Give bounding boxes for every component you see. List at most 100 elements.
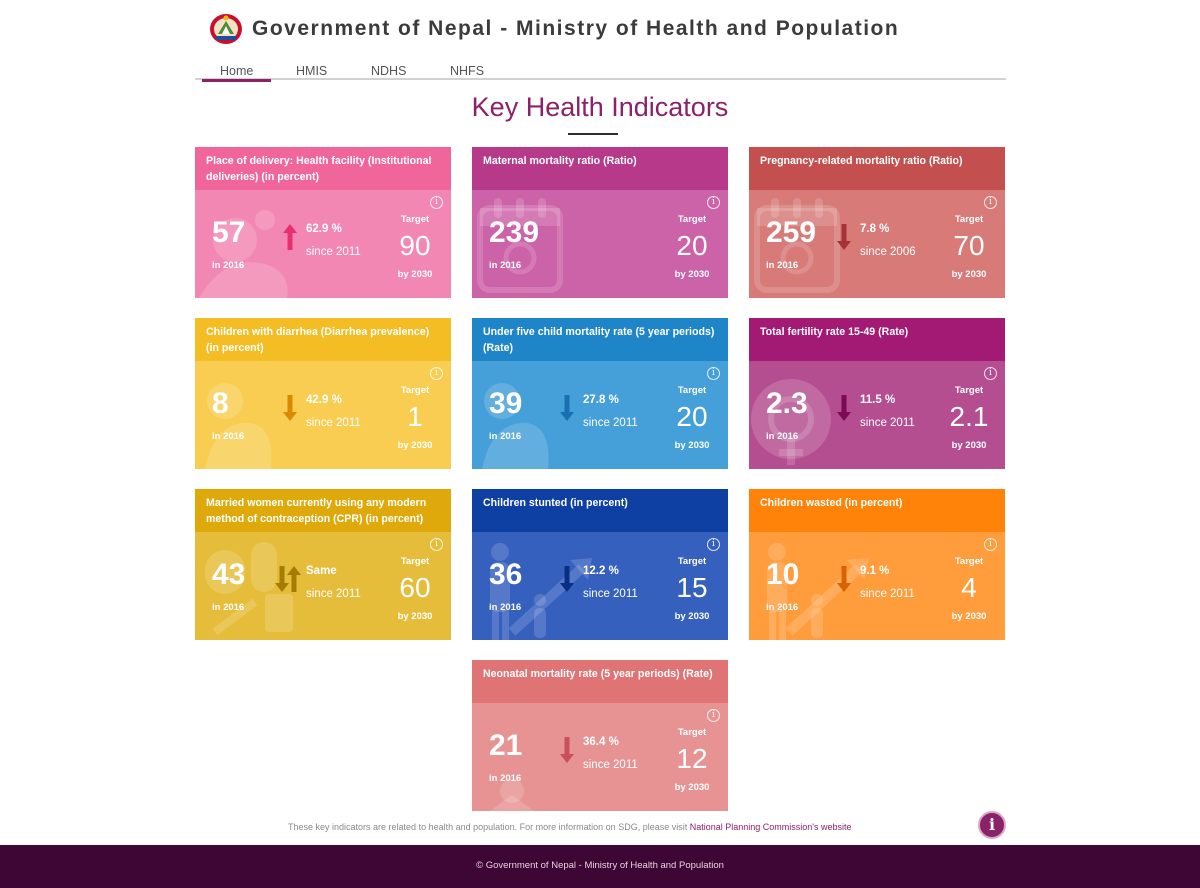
card-title: Under five child mortality rate (5 year … (472, 318, 728, 361)
card-info-icon[interactable]: i (707, 538, 720, 551)
indicator-year: in 2016 (766, 602, 799, 613)
info-button[interactable]: i (978, 811, 1006, 839)
card-body: i 2.3 in 2016 11.5 % since 2011 Target 2… (749, 361, 1005, 469)
trend-down-icon (560, 737, 574, 763)
change-since: since 2011 (860, 588, 915, 600)
indicator-year: in 2016 (212, 260, 245, 271)
indicator-card[interactable]: Married women currently using any modern… (195, 489, 451, 640)
card-info-icon[interactable]: i (984, 538, 997, 551)
card-info-icon[interactable]: i (430, 367, 443, 380)
growth-icon (767, 543, 869, 640)
indicator-card[interactable]: Children with diarrhea (Diarrhea prevale… (195, 318, 451, 469)
change-since: since 2011 (860, 417, 915, 429)
card-info-icon[interactable]: i (707, 367, 720, 380)
indicator-card[interactable]: Place of delivery: Health facility (Inst… (195, 147, 451, 298)
footnote-text: These key indicators are related to heal… (288, 822, 690, 832)
indicator-value: 259 (766, 216, 817, 249)
trend-down-icon (560, 566, 574, 592)
target-label: Target (677, 385, 707, 396)
page-title: Key Health Indicators (471, 92, 729, 122)
card-title: Neonatal mortality rate (5 year periods)… (472, 660, 728, 703)
card-info-icon[interactable]: i (430, 196, 443, 209)
nav-ndhs[interactable]: NDHS (371, 64, 407, 78)
calendar-icon (754, 198, 840, 293)
target-year: by 2030 (951, 269, 987, 280)
change-since: since 2011 (583, 759, 638, 771)
indicator-value: 8 (212, 387, 229, 420)
target-label: Target (400, 556, 430, 567)
nav-hmis[interactable]: HMIS (296, 64, 328, 78)
indicator-year: in 2016 (212, 431, 245, 442)
card-info-icon[interactable]: i (430, 538, 443, 551)
target-value: 2.1 (949, 401, 989, 432)
indicator-card[interactable]: Maternal mortality ratio (Ratio) i 239 i… (472, 147, 728, 298)
change-since: since 2011 (306, 246, 361, 258)
female-symbol-icon (751, 379, 831, 465)
card-info-icon[interactable]: i (707, 709, 720, 722)
target-label: Target (677, 214, 707, 225)
change-since: since 2011 (583, 588, 638, 600)
card-title: Children wasted (in percent) (749, 489, 1005, 532)
indicator-card[interactable]: Children stunted (in percent) i 36 in 20… (472, 489, 728, 640)
indicator-year: in 2016 (489, 602, 522, 613)
change-value: 9.1 % (860, 565, 890, 577)
target-value: 4 (961, 572, 977, 603)
card-body: i 8 in 2016 42.9 % since 2011 Target 1 b… (195, 361, 451, 469)
indicator-value: 2.3 (766, 387, 808, 420)
target-year: by 2030 (951, 611, 987, 622)
target-label: Target (677, 556, 707, 567)
nav-home[interactable]: Home (201, 64, 272, 82)
card-info-icon[interactable]: i (984, 196, 997, 209)
indicator-value: 43 (212, 558, 246, 591)
growth-icon (490, 543, 592, 640)
change-since: since 2006 (860, 246, 916, 258)
target-value: 60 (399, 572, 431, 603)
card-info-icon[interactable]: i (707, 196, 720, 209)
indicator-value: 36 (489, 558, 523, 591)
site-header: Government of Nepal - Ministry of Health… (208, 12, 899, 46)
trend-down-icon (283, 395, 297, 421)
indicator-card[interactable]: Total fertility rate 15-49 (Rate) i 2.3 … (749, 318, 1005, 469)
indicator-year: in 2016 (212, 602, 245, 613)
target-year: by 2030 (397, 611, 433, 622)
footer: © Government of Nepal - Ministry of Heal… (0, 845, 1200, 888)
trend-down-icon (560, 395, 574, 421)
calendar-icon (477, 198, 563, 293)
change-value: 12.2 % (583, 565, 619, 577)
card-body: i 39 in 2016 27.8 % since 2011 Target 20… (472, 361, 728, 469)
child-icon (205, 383, 272, 469)
nepal-emblem-icon (210, 14, 242, 44)
indicator-card[interactable]: Under five child mortality rate (5 year … (472, 318, 728, 469)
card-title: Children with diarrhea (Diarrhea prevale… (195, 318, 451, 361)
indicator-value: 239 (489, 216, 540, 249)
target-year: by 2030 (674, 440, 710, 451)
indicator-card[interactable]: Pregnancy-related mortality ratio (Ratio… (749, 147, 1005, 298)
card-body: i 259 in 2016 7.8 % since 2006 Target 70… (749, 190, 1005, 298)
indicator-year: in 2016 (489, 260, 522, 271)
card-body: i 43 in 2016 Same since 2011 Target 60 b… (195, 532, 451, 640)
footnote: These key indicators are related to heal… (288, 822, 852, 832)
card-info-icon[interactable]: i (984, 367, 997, 380)
target-year: by 2030 (674, 269, 710, 280)
trend-same-icon (275, 566, 301, 592)
indicator-card[interactable]: Children wasted (in percent) i 10 in 201… (749, 489, 1005, 640)
nav-nhfs[interactable]: NHFS (450, 64, 485, 78)
change-value: 62.9 % (306, 223, 342, 235)
footer-copyright: © Government of Nepal - Ministry of Heal… (476, 860, 724, 871)
indicator-year: in 2016 (489, 431, 522, 442)
change-value: 36.4 % (583, 736, 619, 748)
target-value: 15 (676, 572, 708, 603)
baby-icon (490, 779, 534, 811)
site-title: Government of Nepal - Ministry of Health… (252, 17, 900, 40)
target-label: Target (954, 385, 984, 396)
card-body: i 10 in 2016 9.1 % since 2011 Target 4 b… (749, 532, 1005, 640)
indicator-year: in 2016 (766, 260, 799, 271)
card-title: Pregnancy-related mortality ratio (Ratio… (749, 147, 1005, 190)
target-year: by 2030 (397, 269, 433, 280)
change-value: Same (306, 565, 337, 577)
npc-website-link[interactable]: National Planning Commission's website (689, 822, 852, 832)
trend-down-icon (837, 395, 851, 421)
card-title: Children stunted (in percent) (472, 489, 728, 532)
indicator-card[interactable]: Neonatal mortality rate (5 year periods)… (472, 660, 728, 811)
